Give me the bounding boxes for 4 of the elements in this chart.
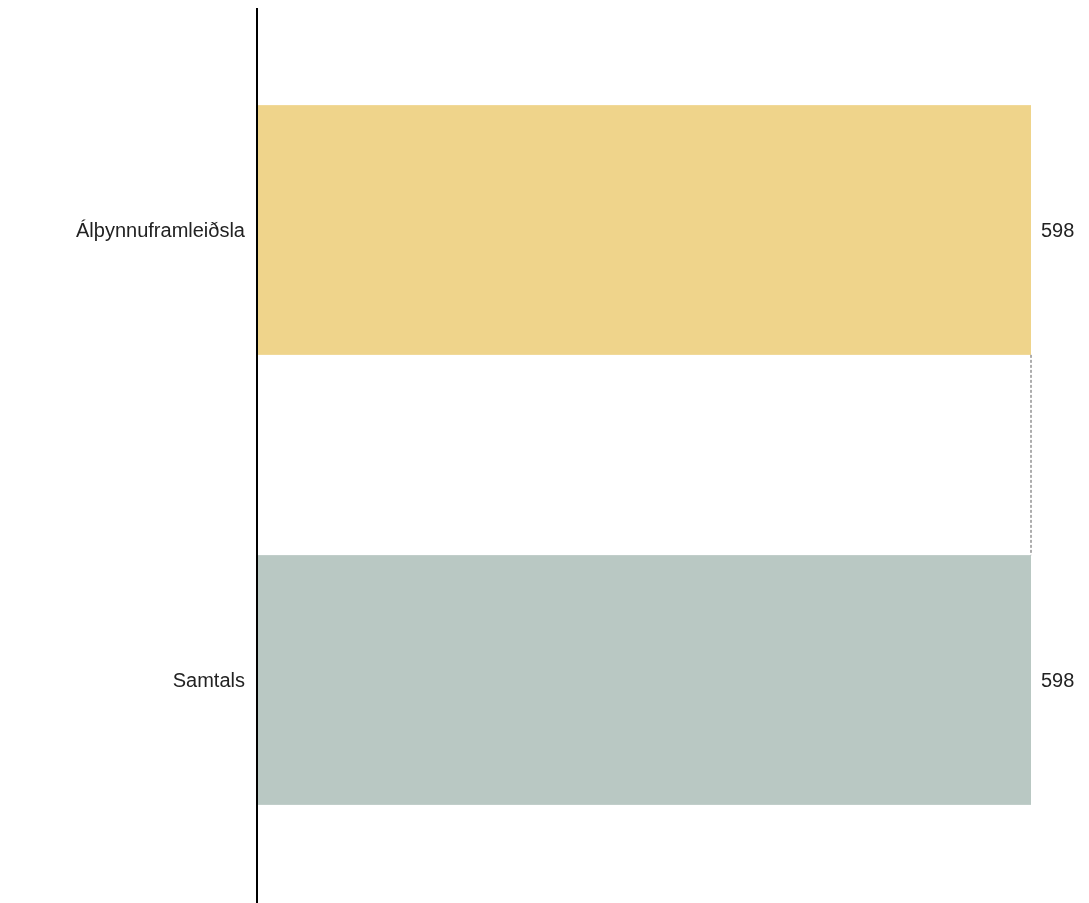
- y-tick-label: Samtals: [172, 669, 245, 691]
- y-tick-label: Álþynnuframleiðsla: [76, 219, 246, 241]
- data-label: 598: [1041, 219, 1075, 241]
- data-label: 598: [1041, 669, 1075, 691]
